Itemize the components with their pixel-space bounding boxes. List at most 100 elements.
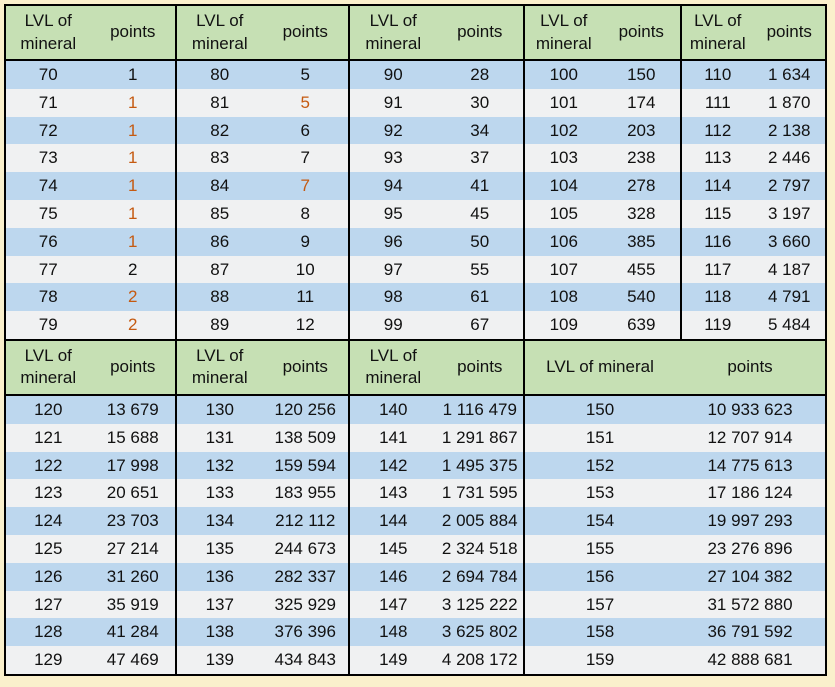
table-row: 76 1 xyxy=(6,227,175,256)
cell-lvl: 126 xyxy=(34,566,63,586)
cell-points: 174 xyxy=(627,92,656,112)
column-group: LVL of mineral points 80 5 81 5 82 6 83 7 84 7 85 8 86… xyxy=(175,6,348,339)
cell-lvl: 71 xyxy=(38,92,58,112)
table-row: 141 1 291 867 xyxy=(350,423,523,452)
cell-points: 1 731 595 xyxy=(441,483,518,503)
table-row: 77 2 xyxy=(6,255,175,284)
cell-lvl: 127 xyxy=(34,594,63,614)
table-row: 71 1 xyxy=(6,88,175,117)
table-row: 99 67 xyxy=(350,311,523,339)
cell-lvl: 131 xyxy=(205,427,234,447)
cell-lvl: 156 xyxy=(585,566,615,586)
cell-lvl: 146 xyxy=(379,566,408,586)
cell-lvl: 73 xyxy=(38,148,58,168)
table-row: 79 2 xyxy=(6,311,175,339)
cell-points: 34 xyxy=(470,120,490,140)
cell-lvl: 107 xyxy=(549,259,578,279)
table-row: 97 55 xyxy=(350,255,523,284)
cell-points: 7 xyxy=(300,148,310,168)
table-row: 92 34 xyxy=(350,116,523,145)
cell-points: 2 xyxy=(128,259,138,279)
table-row: 112 2 138 xyxy=(682,116,825,145)
group-header-row: LVL of mineral points xyxy=(682,6,825,61)
cell-lvl: 97 xyxy=(383,259,403,279)
table-row: 146 2 694 784 xyxy=(350,562,523,591)
table-row: 88 11 xyxy=(177,283,348,312)
cell-points: 5 xyxy=(300,65,310,84)
cell-points: 278 xyxy=(627,176,656,196)
table-row: 95 45 xyxy=(350,199,523,228)
table-row: 133 183 955 xyxy=(177,479,348,508)
table-row: 86 9 xyxy=(177,227,348,256)
column-group: LVL of mineral points 100 150 101 174 102 203 10… xyxy=(523,6,680,339)
cell-points: 3 197 xyxy=(767,203,811,223)
cell-points: 1 xyxy=(128,176,138,196)
cell-points: 150 xyxy=(627,65,656,84)
cell-points: 212 112 xyxy=(275,511,336,531)
header-cell-points: points xyxy=(282,357,328,376)
group-body: 140 1 116 479 141 1 291 867 142 1 495 375 143 1… xyxy=(350,395,523,674)
table-row: 131 138 509 xyxy=(177,423,348,452)
cell-lvl: 83 xyxy=(210,148,230,168)
cell-lvl: 100 xyxy=(549,65,578,84)
cell-lvl: 135 xyxy=(205,538,234,558)
cell-lvl: 134 xyxy=(205,511,234,531)
table-row: 144 2 005 884 xyxy=(350,507,523,535)
cell-points: 159 594 xyxy=(274,455,336,475)
cell-lvl: 93 xyxy=(383,148,403,168)
cell-lvl: 112 xyxy=(704,120,732,140)
cell-points: 1 495 375 xyxy=(441,455,518,475)
table-section-1: LVL of mineral points 120 13 679 121 15 688 12… xyxy=(6,338,825,674)
table-row: 102 203 xyxy=(525,116,680,145)
cell-points: 282 337 xyxy=(274,566,336,586)
table-row: 114 2 797 xyxy=(682,172,825,200)
cell-points: 41 xyxy=(470,176,490,196)
cell-lvl: 130 xyxy=(205,399,234,419)
cell-lvl: 99 xyxy=(383,315,403,335)
group-body: 100 150 101 174 102 203 103 238 104 278 105 328 106 3… xyxy=(525,61,680,339)
cell-lvl: 129 xyxy=(34,650,63,670)
cell-lvl: 81 xyxy=(210,92,230,112)
table-row: 108 540 xyxy=(525,283,680,312)
table-row: 105 328 xyxy=(525,199,680,228)
cell-points: 12 707 914 xyxy=(707,427,793,447)
table-row: 152 14 775 613 xyxy=(525,451,825,480)
table-row: 157 31 572 880 xyxy=(525,590,825,619)
cell-points: 27 214 xyxy=(106,538,159,558)
cell-points: 7 xyxy=(300,176,310,196)
table-row: 142 1 495 375 xyxy=(350,451,523,480)
cell-points: 12 xyxy=(295,315,315,335)
table-row: 129 47 469 xyxy=(6,646,175,674)
cell-points: 23 276 896 xyxy=(707,538,793,558)
table-row: 138 376 396 xyxy=(177,618,348,647)
cell-lvl: 119 xyxy=(704,315,732,335)
cell-lvl: 78 xyxy=(38,287,58,307)
cell-points: 2 xyxy=(128,315,138,335)
table-row: 145 2 324 518 xyxy=(350,534,523,563)
group-header-row: LVL of mineral points xyxy=(525,6,680,61)
cell-lvl: 89 xyxy=(210,315,230,335)
cell-points: 2 138 xyxy=(767,120,811,140)
cell-points: 3 660 xyxy=(767,231,811,251)
cell-points: 31 572 880 xyxy=(707,594,793,614)
cell-lvl: 101 xyxy=(549,92,578,112)
cell-lvl: 152 xyxy=(585,455,615,475)
table-row: 94 41 xyxy=(350,172,523,200)
cell-lvl: 74 xyxy=(38,176,58,196)
group-header-row: LVL of mineral points xyxy=(6,340,175,396)
table-row: 158 36 791 592 xyxy=(525,618,825,647)
cell-lvl: 150 xyxy=(585,399,615,419)
group-header-row: LVL of mineral points xyxy=(525,340,825,396)
cell-points: 376 396 xyxy=(274,622,336,642)
cell-lvl: 102 xyxy=(549,120,578,140)
cell-lvl: 143 xyxy=(379,483,408,503)
cell-lvl: 144 xyxy=(379,511,408,531)
cell-lvl: 70 xyxy=(38,65,58,84)
table-row: 136 282 337 xyxy=(177,562,348,591)
cell-points: 540 xyxy=(627,287,656,307)
cell-points: 45 xyxy=(470,203,490,223)
table-row: 156 27 104 382 xyxy=(525,562,825,591)
cell-lvl: 153 xyxy=(585,483,615,503)
cell-points: 55 xyxy=(470,259,490,279)
cell-points: 27 104 382 xyxy=(707,566,793,586)
